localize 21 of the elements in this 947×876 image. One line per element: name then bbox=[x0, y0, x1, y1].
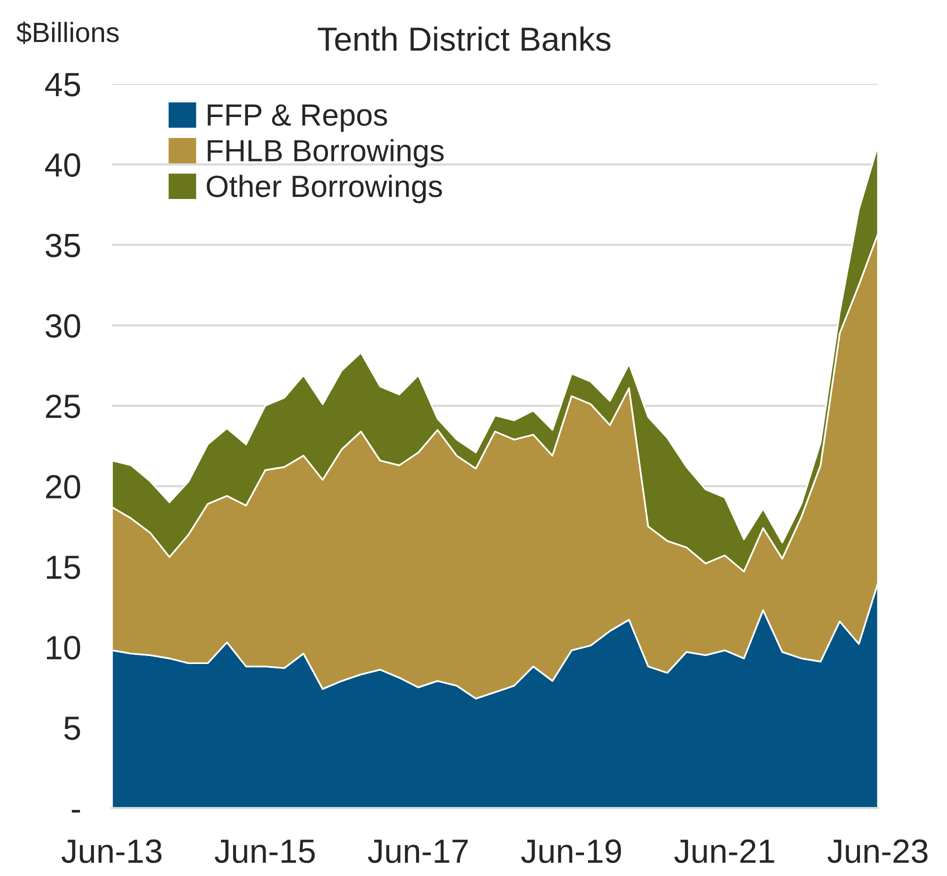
y-tick-label: 30 bbox=[46, 314, 80, 338]
x-tick-label: Jun-19 bbox=[521, 839, 621, 864]
y-tick-label: 5 bbox=[64, 716, 80, 740]
legend-label: FHLB Borrowings bbox=[208, 139, 444, 168]
legend-label: Other Borrowings bbox=[206, 174, 442, 204]
y-tick-label: - bbox=[72, 810, 80, 813]
y-axis-title: $Billions bbox=[16, 21, 119, 44]
x-tick-label: Jun-23 bbox=[828, 839, 928, 864]
chart-title: Tenth District Banks bbox=[318, 26, 610, 51]
y-tick-label: 40 bbox=[45, 153, 80, 177]
x-tick-label: Jun-21 bbox=[674, 839, 774, 864]
x-tick-label: Jun-13 bbox=[62, 839, 162, 864]
x-tick-label: Jun-17 bbox=[368, 840, 468, 864]
y-tick-label: 15 bbox=[46, 556, 80, 580]
y-tick-label: 20 bbox=[46, 475, 80, 499]
x-tick-label: Jun-15 bbox=[214, 840, 315, 864]
y-tick-label: 35 bbox=[46, 234, 80, 258]
legend-label: FFP & Repos bbox=[208, 104, 388, 132]
y-tick-label: 25 bbox=[46, 394, 80, 418]
y-tick-label: 45 bbox=[45, 73, 80, 96]
y-tick-label: 10 bbox=[46, 636, 80, 660]
